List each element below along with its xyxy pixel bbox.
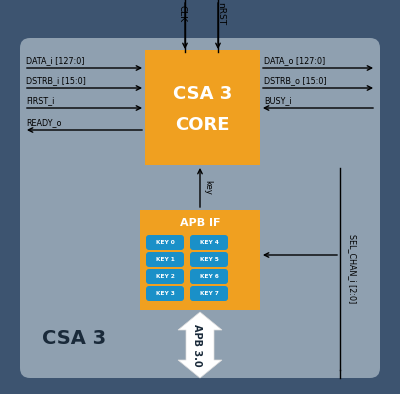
Text: FIRST_i: FIRST_i bbox=[26, 96, 54, 105]
Text: DSTRB_o [15:0]: DSTRB_o [15:0] bbox=[264, 76, 327, 85]
Text: nRST: nRST bbox=[216, 2, 226, 26]
FancyBboxPatch shape bbox=[145, 50, 260, 165]
FancyBboxPatch shape bbox=[20, 38, 380, 378]
Text: KEY 1: KEY 1 bbox=[156, 257, 174, 262]
FancyBboxPatch shape bbox=[190, 269, 228, 284]
Text: KEY 3: KEY 3 bbox=[156, 291, 174, 296]
Text: KEY 2: KEY 2 bbox=[156, 274, 174, 279]
Text: CLK: CLK bbox=[178, 6, 186, 22]
Text: SEL_CHAN_i [2:0]: SEL_CHAN_i [2:0] bbox=[348, 234, 357, 304]
FancyBboxPatch shape bbox=[146, 286, 184, 301]
Text: DATA_i [127:0]: DATA_i [127:0] bbox=[26, 56, 84, 65]
Text: APB 3.0: APB 3.0 bbox=[192, 324, 202, 366]
FancyBboxPatch shape bbox=[146, 235, 184, 250]
FancyBboxPatch shape bbox=[190, 286, 228, 301]
FancyBboxPatch shape bbox=[140, 210, 260, 310]
Text: key: key bbox=[203, 180, 212, 195]
Text: CORE: CORE bbox=[175, 116, 230, 134]
FancyBboxPatch shape bbox=[8, 28, 392, 386]
Text: CSA 3: CSA 3 bbox=[173, 85, 232, 103]
FancyBboxPatch shape bbox=[190, 252, 228, 267]
Text: APB IF: APB IF bbox=[180, 218, 220, 228]
Text: KEY 0: KEY 0 bbox=[156, 240, 174, 245]
Text: KEY 7: KEY 7 bbox=[200, 291, 218, 296]
FancyBboxPatch shape bbox=[190, 235, 228, 250]
Text: DATA_o [127:0]: DATA_o [127:0] bbox=[264, 56, 325, 65]
FancyBboxPatch shape bbox=[146, 269, 184, 284]
Text: KEY 6: KEY 6 bbox=[200, 274, 218, 279]
Text: BUSY_i: BUSY_i bbox=[264, 96, 292, 105]
FancyBboxPatch shape bbox=[146, 252, 184, 267]
Text: READY_o: READY_o bbox=[26, 118, 62, 127]
Polygon shape bbox=[178, 312, 222, 378]
Text: KEY 4: KEY 4 bbox=[200, 240, 218, 245]
Text: CSA 3: CSA 3 bbox=[42, 329, 106, 348]
Text: DSTRB_i [15:0]: DSTRB_i [15:0] bbox=[26, 76, 86, 85]
Text: KEY 5: KEY 5 bbox=[200, 257, 218, 262]
